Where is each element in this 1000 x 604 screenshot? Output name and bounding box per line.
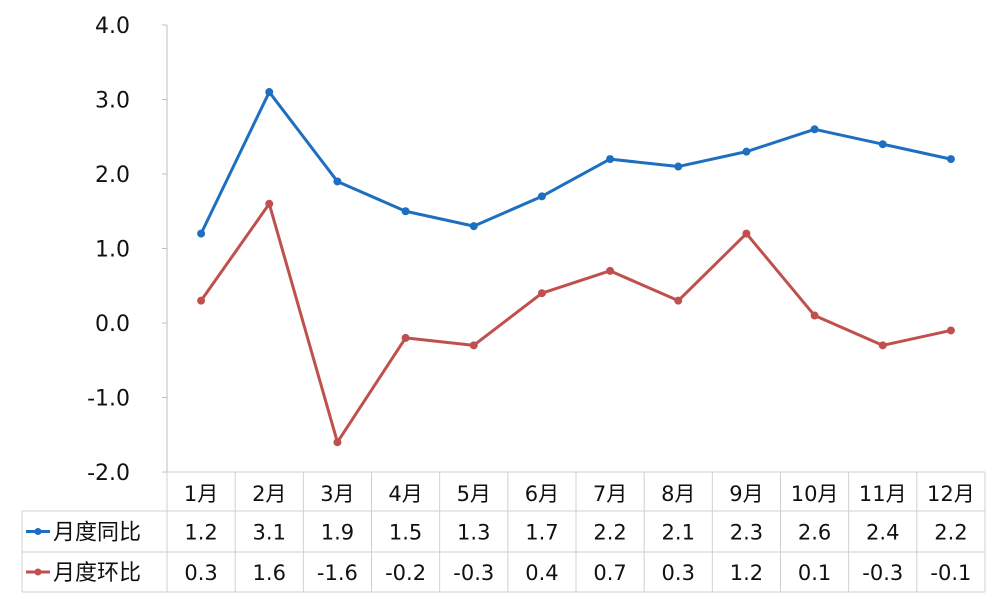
legend-label: 月度同比 [53,521,141,546]
data-table-value: -0.3 [862,561,903,585]
data-point [265,199,274,208]
data-point [878,341,887,350]
data-point [265,88,274,97]
data-point [333,438,342,447]
data-table-value: 1.7 [525,521,558,545]
y-tick-label: 0.0 [95,312,130,337]
data-point [401,333,410,342]
data-table-value: 1.5 [389,521,422,545]
y-tick-label: 1.0 [95,238,130,263]
data-table-value: -0.3 [453,561,494,585]
data-point [469,222,478,231]
data-point [946,155,955,164]
data-table-value: 2.4 [866,521,899,545]
data-table-value: 2.6 [798,521,831,545]
category-label: 11月 [859,482,907,506]
data-table-value: 0.7 [593,561,626,585]
series-line [199,202,952,444]
y-tick-label: -2.0 [87,461,130,486]
data-table-value: 0.1 [798,561,831,585]
data-point [810,311,819,320]
category-label: 4月 [388,482,422,506]
category-label: 9月 [729,482,763,506]
category-label: 7月 [593,482,627,506]
data-point [742,229,751,238]
category-label: 5月 [457,482,491,506]
data-point [946,326,955,335]
category-label: 3月 [320,482,354,506]
legend-label: 月度环比 [53,561,141,586]
data-point [742,147,751,156]
data-point [333,177,342,186]
data-point [197,296,206,305]
legend-marker-icon [34,528,42,535]
category-label: 2月 [252,482,286,506]
series-line [199,90,952,235]
data-table-value: 1.2 [730,561,763,585]
series-lines [197,88,955,447]
data-table-value: -1.6 [317,561,358,585]
y-axis: 4.0 3.0 2.0 1.0 0.0 -1.0 -2.0 [87,14,168,486]
data-table-value: 1.6 [253,561,286,585]
data-point [537,192,546,201]
data-table-value: 0.3 [662,561,695,585]
data-table-value: 0.3 [184,561,217,585]
data-point [606,155,615,164]
data-table-value: 2.2 [593,521,626,545]
data-table-value: 1.2 [184,521,217,545]
y-tick-label: 3.0 [95,89,130,114]
legend-marker-icon [34,568,42,576]
data-point [674,162,683,171]
category-label: 10月 [791,482,839,506]
data-table-value: 3.1 [253,521,286,545]
data-table-value: 1.3 [457,521,490,545]
category-label: 8月 [661,482,695,506]
data-point [469,341,478,350]
data-point [197,229,206,238]
data-point [606,266,615,275]
y-tick-label: -1.0 [87,387,130,412]
data-point [674,296,683,305]
data-point [537,289,546,298]
data-table-value: 0.4 [525,561,558,585]
data-table-value: -0.2 [385,561,426,585]
data-table-value: 1.9 [321,521,354,545]
data-point [878,140,887,149]
y-tick-label: 4.0 [95,14,130,39]
data-table-value: 2.3 [730,521,763,545]
y-tick-label: 2.0 [95,163,130,188]
data-point [401,207,410,216]
data-table-value: 2.1 [662,521,695,545]
data-table-value: -0.1 [930,561,971,585]
category-label: 6月 [525,482,559,506]
category-label: 12月 [927,482,975,506]
data-point [810,125,819,134]
category-label: 1月 [184,482,218,506]
data-table-value: 2.2 [934,521,967,545]
